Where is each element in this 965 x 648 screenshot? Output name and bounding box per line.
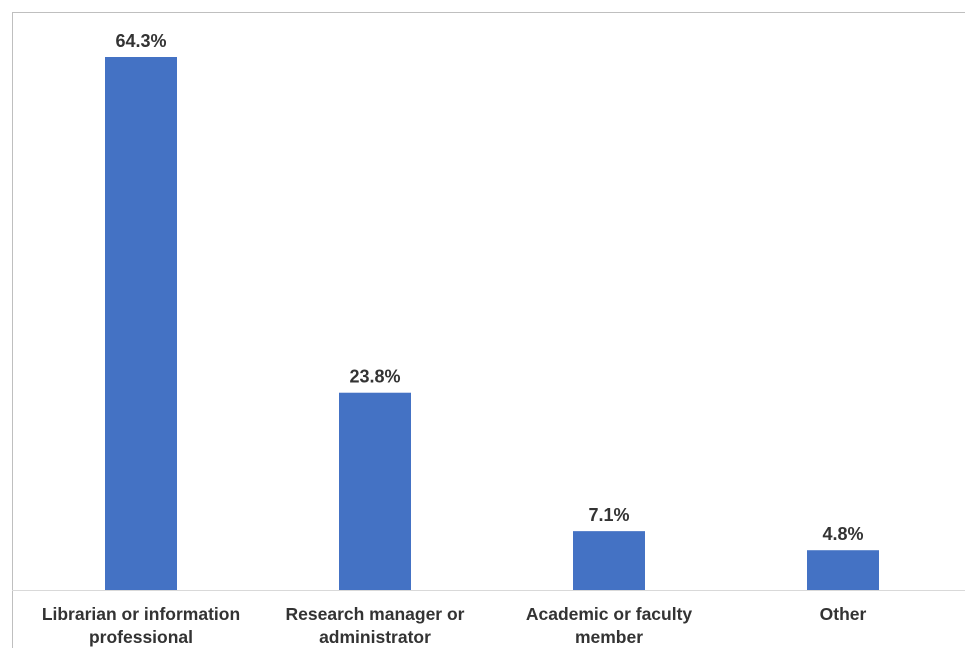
bar (105, 57, 177, 590)
data-label: 23.8% (349, 366, 400, 386)
frame (12, 12, 965, 648)
x-tick-label: Other (819, 604, 867, 624)
bar (807, 550, 879, 590)
x-tick-label: Academic or faculty member (525, 604, 693, 647)
data-label: 7.1% (588, 505, 629, 525)
data-label: 4.8% (822, 524, 863, 544)
x-tick-label: Librarian or information professional (41, 604, 241, 647)
data-label: 64.3% (115, 31, 166, 51)
bar (339, 392, 411, 590)
bar (573, 531, 645, 590)
x-tick-label: Research manager or administrator (285, 604, 465, 647)
